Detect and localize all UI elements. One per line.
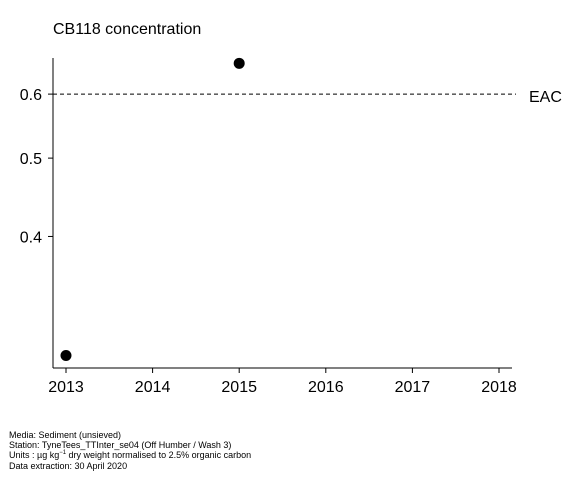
y-tick-label: 0.6	[20, 87, 42, 104]
x-tick-label: 2013	[48, 379, 84, 396]
y-tick-label: 0.4	[20, 229, 42, 246]
chart: CB118 concentration 2013 2014 2015 2016 2017…	[20, 21, 562, 396]
footer-units-sup: −1	[59, 450, 67, 457]
footer-extraction: Data extraction: 30 April 2020	[9, 460, 128, 471]
chart-title: CB118 concentration	[53, 21, 201, 38]
footer: Media: Sediment (unsieved) Station: Tyne…	[9, 430, 251, 471]
data-point	[233, 57, 245, 69]
data-points	[60, 57, 245, 361]
data-point	[60, 349, 72, 361]
footer-units: Units : µg kg−1 dry weight normalised to…	[9, 450, 251, 460]
footer-media: Media: Sediment (unsieved)	[9, 430, 122, 440]
axes: 2013 2014 2015 2016 2017 2018 0.4 0.5 0.6	[20, 58, 517, 396]
x-tick-label: 2018	[481, 379, 517, 396]
eac-label: EAC	[529, 89, 562, 106]
x-tick-label: 2017	[395, 379, 431, 396]
x-tick-label: 2015	[221, 379, 257, 396]
y-tick-label: 0.5	[20, 151, 42, 168]
footer-station: Station: TyneTees_TTInter_se04 (Off Humb…	[9, 440, 232, 451]
reference-line-group: EAC	[53, 89, 562, 106]
x-tick-label: 2016	[308, 379, 344, 396]
footer-units-suffix: dry weight normalised to 2.5% organic ca…	[66, 450, 252, 461]
footer-units-prefix: Units : µg kg	[9, 450, 60, 461]
x-tick-label: 2014	[135, 379, 171, 396]
